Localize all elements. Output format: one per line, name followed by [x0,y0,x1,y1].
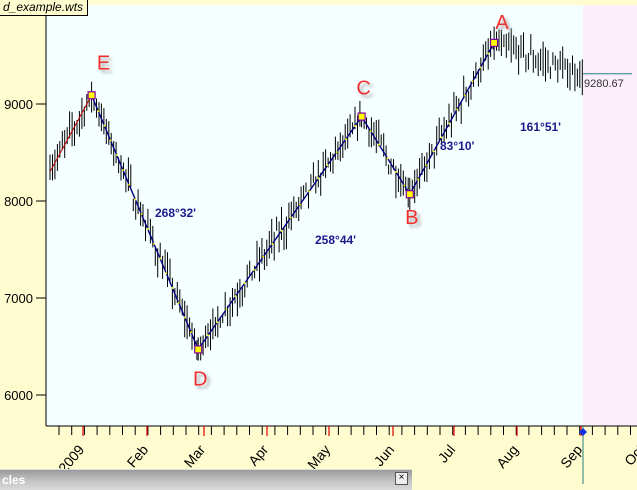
x-tick-label: Mar [181,441,209,470]
cycles-panel[interactable]: cles × [0,469,412,490]
pivot-marker [194,345,203,354]
file-name: d_example.wts [3,0,84,14]
pivot-marker [87,91,96,100]
x-tick-label: Oct [621,442,637,469]
lead-in-line [49,95,93,173]
x-tick-label: Aug [493,442,521,471]
pivot-marker [405,190,414,199]
angle-label: 161°51' [520,120,561,134]
y-tick-label: 9000 [4,97,33,112]
pivot-label: B [405,207,418,229]
x-tick-label: Jul [435,442,459,466]
future-area [583,5,637,426]
pivot-marker [357,112,366,121]
y-tick-label: 8000 [4,194,33,209]
angle-label: 258°44' [315,233,356,247]
angle-label: 268°32' [155,206,196,220]
pivot-marker [489,38,499,47]
x-tick-label: Sep [557,441,585,471]
x-tick-label: May [304,442,333,473]
pivot-label: E [97,52,110,74]
y-tick-label: 6000 [4,388,33,403]
panel-title: cles [2,473,26,487]
y-tick-label: 7000 [4,291,33,306]
current-date-marker [579,428,587,436]
pivot-label: C [356,78,370,100]
x-tick-label: Feb [124,441,152,470]
trend-line [90,94,199,350]
angle-label: 83°10' [440,139,474,153]
pivot-label: D [193,368,207,390]
trend-line [361,116,411,195]
trend-line [197,116,363,350]
trend-line-dash [409,42,495,195]
close-icon[interactable]: × [395,472,408,485]
pivot-label: A [495,12,509,34]
x-tick-label: Apr [245,441,271,468]
x-tick-label: Jun [371,442,398,470]
file-name-tab[interactable]: d_example.wts [0,0,89,16]
last-price-label: 9280.67 [584,78,624,90]
